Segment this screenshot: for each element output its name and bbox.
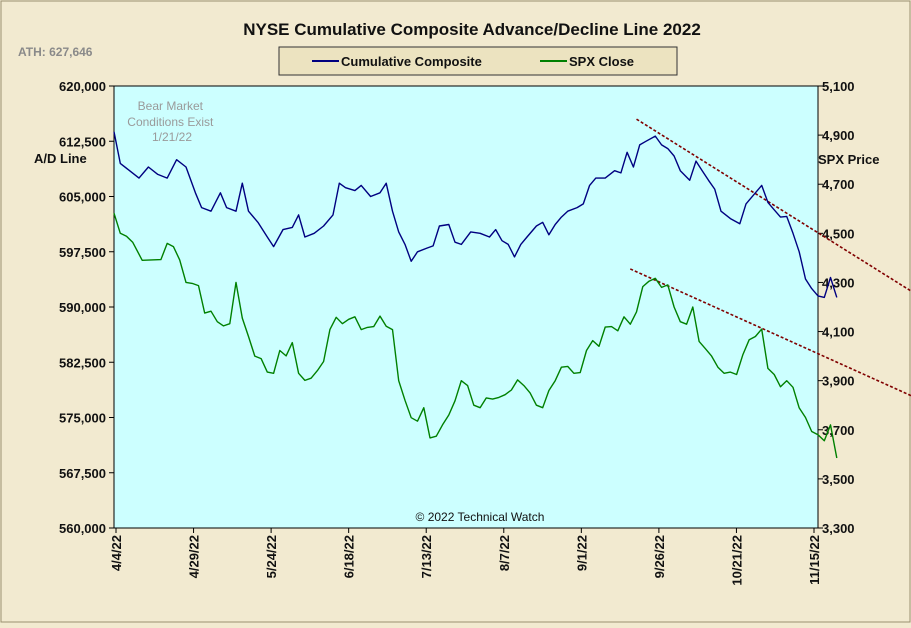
left-tick-label: 612,500 [59,134,106,149]
trendlines [629,118,911,397]
legend: Cumulative Composite SPX Close [278,46,678,76]
left-y-axis: 560,000 567,500 575,000 582,500 590,000 597,5… [59,79,114,536]
trendline-2 [629,268,911,397]
right-tick-label: 4,500 [822,226,855,241]
annotation-line-3: 1/21/22 [152,130,192,144]
trendline-1 [636,118,911,292]
x-tick-label: 8/7/22 [497,535,512,571]
right-tick-label: 4,700 [822,177,855,192]
x-tick-label: 10/21/22 [729,535,744,586]
legend-box [278,46,678,76]
left-tick-label: 605,000 [59,190,106,205]
right-tick-label: 3,500 [822,472,855,487]
left-tick-label: 560,000 [59,521,106,536]
left-tick-label: 582,500 [59,355,106,370]
y-axis-label-right: SPX Price [818,152,879,167]
series-group [113,131,838,459]
left-tick-label: 575,000 [59,411,106,426]
x-tick-label: 9/26/22 [652,535,667,578]
right-y-axis: 3,3003,5003,7003,9004,1004,3004,5004,700… [818,79,855,536]
x-axis: 4/4/22 4/29/22 5/24/22 6/18/22 7/13/22 8/7/22… [109,528,822,586]
x-tick-label: 4/4/22 [109,535,124,571]
x-tick-label: 7/13/22 [419,535,434,578]
right-tick-label: 3,300 [822,521,855,536]
annotation-line-1: Bear Market [138,99,204,113]
annotation-text: Bear Market Conditions Exist 1/21/22 [127,99,216,144]
plot-area [113,85,819,529]
legend-label-spx: SPX Close [569,54,634,69]
right-tick-label: 3,900 [822,374,855,389]
left-tick-label: 590,000 [59,300,106,315]
x-tick-label: 9/1/22 [574,535,589,571]
right-tick-label: 4,900 [822,128,855,143]
annotation-line-2: Conditions Exist [127,115,214,129]
series-line-spx-close [113,212,838,459]
x-tick-label: 6/18/22 [342,535,357,578]
left-tick-label: 620,000 [59,79,106,94]
chart-title: NYSE Cumulative Composite Advance/Declin… [243,20,701,39]
x-tick-label: 5/24/22 [264,535,279,578]
left-tick-label: 597,500 [59,245,106,260]
left-tick-label: 567,500 [59,466,106,481]
y-axis-label-left: A/D Line [34,151,87,166]
x-tick-label: 11/15/22 [807,535,822,585]
legend-label-composite: Cumulative Composite [341,54,482,69]
right-tick-label: 5,100 [822,79,855,94]
right-tick-label: 4,100 [822,325,855,340]
copyright-credit: © 2022 Technical Watch [416,510,545,524]
x-tick-label: 4/29/22 [187,535,202,578]
ath-label: ATH: 627,646 [18,45,93,59]
series-line-cumulative-composite [113,131,838,299]
